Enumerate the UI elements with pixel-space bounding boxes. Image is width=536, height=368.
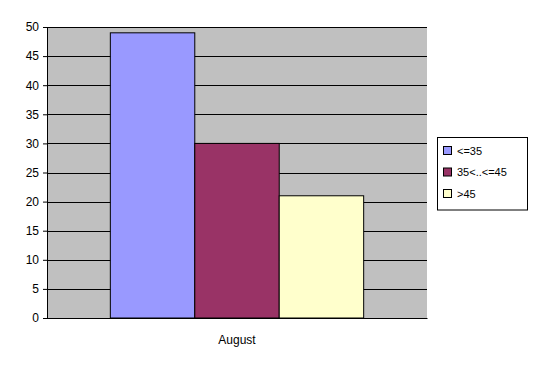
x-tick: August — [218, 333, 256, 347]
y-tick: 35 — [26, 108, 47, 122]
x-axis: August — [48, 319, 428, 347]
y-tick-mark — [43, 318, 47, 319]
plot-background — [47, 27, 427, 318]
bar-series — [110, 33, 194, 318]
bar-series — [195, 143, 279, 318]
y-tick: 30 — [26, 137, 47, 151]
y-tick-label: 30 — [26, 137, 40, 151]
grid-line — [47, 27, 427, 28]
y-axis-line — [43, 28, 48, 319]
y-tick: 5 — [32, 282, 47, 296]
y-tick-mark — [43, 260, 47, 261]
y-axis: 0 5 10 15 20 25 30 35 40 45 50 — [26, 20, 48, 325]
bar-series — [279, 196, 363, 318]
legend-swatch — [444, 190, 452, 198]
y-tick-label: 15 — [26, 224, 40, 238]
y-tick-label: 10 — [26, 253, 40, 267]
y-tick-label: 25 — [26, 166, 40, 180]
y-tick-label: 5 — [32, 282, 39, 296]
x-axis-line — [48, 318, 428, 319]
y-tick: 10 — [26, 253, 47, 267]
grid-line — [47, 85, 427, 86]
legend-swatch — [444, 147, 452, 155]
legend-swatch — [444, 168, 452, 176]
y-tick-mark — [43, 114, 47, 115]
y-tick-mark — [43, 56, 47, 57]
y-tick-mark — [43, 85, 47, 86]
bar — [279, 196, 363, 318]
grid-line — [47, 318, 427, 319]
y-tick: 0 — [32, 311, 47, 325]
legend: <=35 35<..<=45 >45 — [438, 138, 528, 211]
legend-label: 35<..<=45 — [457, 166, 507, 178]
grid-line — [47, 56, 427, 57]
y-tick: 40 — [26, 79, 47, 93]
y-tick-label: 0 — [32, 311, 39, 325]
grid — [47, 28, 427, 319]
legend-label: >45 — [457, 188, 476, 200]
bar — [195, 143, 279, 318]
y-tick-label: 40 — [26, 79, 40, 93]
bar — [110, 33, 194, 318]
y-tick-mark — [43, 289, 47, 290]
x-tick-label: August — [218, 333, 256, 347]
y-tick: 15 — [26, 224, 47, 238]
y-tick-mark — [43, 27, 47, 28]
y-tick: 20 — [26, 195, 47, 209]
y-tick-label: 35 — [26, 108, 40, 122]
y-tick: 45 — [26, 49, 47, 63]
y-tick: 50 — [26, 20, 47, 34]
y-tick-label: 50 — [26, 20, 40, 34]
chart: 0 5 10 15 20 25 30 35 40 45 50 August <=35 35<..<=45 >… — [0, 0, 536, 368]
bars — [110, 33, 363, 318]
y-tick: 25 — [26, 166, 47, 180]
y-tick-mark — [43, 143, 47, 144]
y-tick-label: 45 — [26, 49, 40, 63]
y-tick-mark — [43, 173, 47, 174]
y-tick-mark — [43, 231, 47, 232]
legend-box — [438, 138, 528, 211]
grid-line — [47, 114, 427, 115]
y-tick-mark — [43, 202, 47, 203]
y-tick-label: 20 — [26, 195, 40, 209]
legend-label: <=35 — [457, 145, 482, 157]
